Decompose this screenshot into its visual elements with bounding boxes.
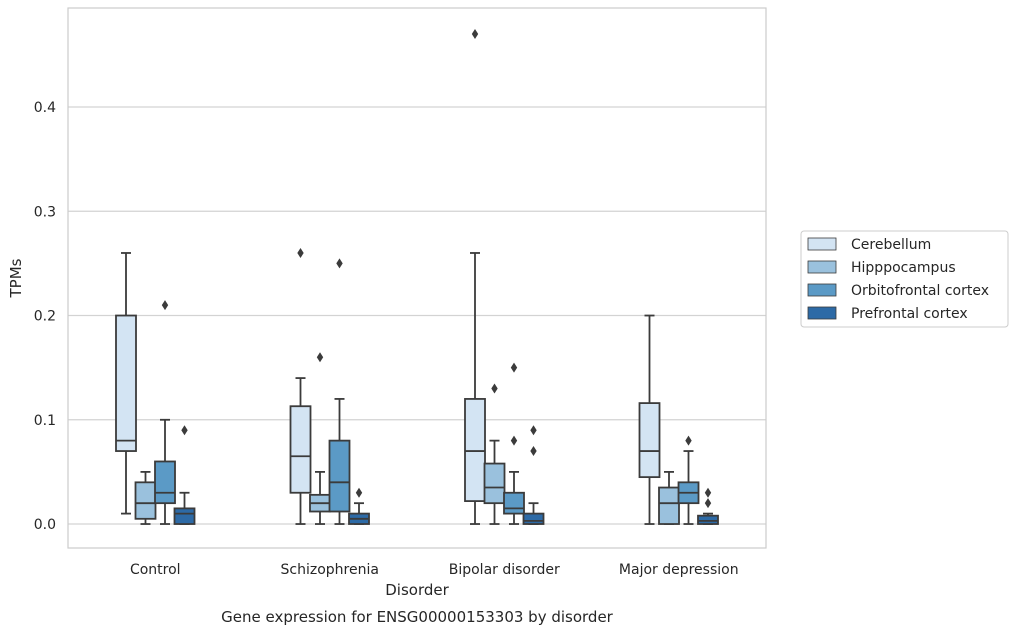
legend-label: Prefrontal cortex — [851, 306, 968, 322]
box-group — [115, 252, 137, 515]
box-group — [503, 362, 525, 525]
box — [483, 462, 506, 505]
x-tick-label: Control — [130, 562, 181, 578]
y-tick-label: 0.1 — [34, 413, 56, 429]
x-tick-label: Schizophrenia — [281, 562, 379, 578]
y-tick-labels: 0.0 0.1 0.2 0.3 0.4 — [34, 100, 56, 533]
box-group — [522, 425, 545, 525]
box-group — [309, 352, 331, 525]
box-group — [289, 247, 312, 525]
outlier-point — [491, 383, 498, 394]
outlier-point — [704, 498, 712, 509]
box — [154, 460, 176, 505]
legend-frame — [800, 230, 1009, 328]
box — [638, 402, 661, 479]
y-axis-label: TPMs — [7, 258, 25, 298]
legend-swatch — [807, 306, 837, 320]
box — [697, 514, 719, 525]
box — [134, 481, 157, 520]
outlier-point — [316, 352, 324, 363]
y-tick-label: 0.2 — [34, 309, 56, 325]
chart-caption: Gene expression for ENSG00000153303 by d… — [221, 608, 614, 626]
outlier-point — [510, 362, 518, 373]
box — [289, 405, 312, 494]
box — [115, 314, 137, 452]
legend-swatch — [807, 237, 837, 251]
box-group — [154, 300, 176, 525]
legend-swatch — [807, 283, 837, 297]
box — [522, 512, 545, 525]
box-group — [677, 435, 700, 525]
box-group — [173, 425, 196, 525]
box — [328, 439, 351, 513]
box-groups — [115, 29, 719, 525]
outlier-point — [685, 435, 692, 446]
box-group — [328, 258, 351, 525]
x-tick-labels: Control Schizophrenia Bipolar disorder Majo… — [130, 562, 739, 578]
y-tick-label: 0.0 — [34, 517, 56, 533]
box — [658, 486, 680, 525]
box — [503, 491, 525, 515]
legend: Cerebellum Hipppocampus Orbitofrontal cort… — [800, 230, 1009, 328]
outlier-point — [471, 29, 479, 40]
outlier-point — [161, 300, 169, 311]
outlier-point — [336, 258, 343, 269]
outlier-point — [530, 446, 537, 457]
box — [464, 398, 486, 502]
box-group — [658, 470, 680, 525]
box — [173, 507, 196, 525]
box-group — [697, 487, 719, 525]
x-tick-label: Major depression — [619, 562, 739, 578]
outlier-point — [355, 487, 363, 498]
outlier-point — [704, 487, 712, 498]
legend-label: Hipppocampus — [851, 260, 956, 276]
x-tick-label: Bipolar disorder — [449, 562, 560, 578]
outlier-point — [510, 435, 518, 446]
x-axis-label: Disorder — [385, 581, 449, 599]
outlier-point — [297, 247, 304, 258]
box-group — [464, 29, 486, 525]
y-tick-label: 0.4 — [34, 100, 56, 116]
box-group — [134, 470, 157, 525]
y-tick-label: 0.3 — [34, 204, 56, 220]
legend-label: Cerebellum — [851, 237, 931, 253]
box-group — [638, 314, 661, 525]
legend-label: Orbitofrontal cortex — [851, 283, 989, 299]
box-group — [483, 383, 506, 525]
outlier-point — [181, 425, 188, 436]
outlier-point — [530, 425, 537, 436]
legend-swatch — [807, 260, 837, 274]
plot-frame — [67, 7, 767, 549]
box-group — [348, 487, 370, 525]
